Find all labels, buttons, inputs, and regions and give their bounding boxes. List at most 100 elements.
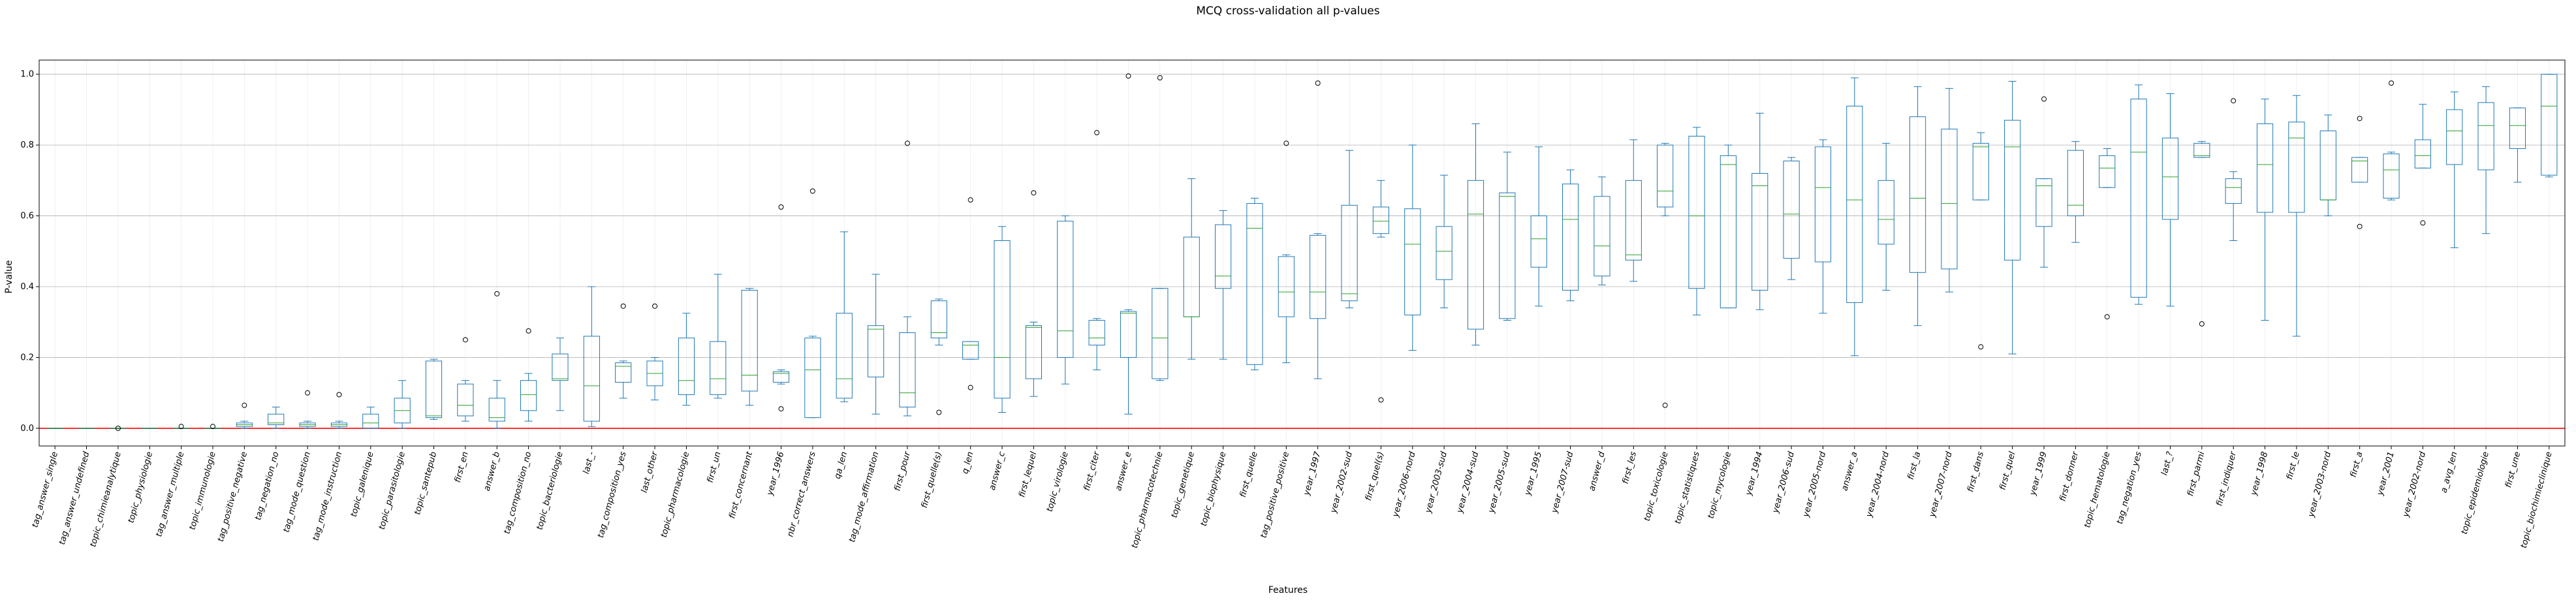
x-tick-label: tag_positive_negative [216, 451, 249, 543]
box-tag_negation_yes [2130, 84, 2147, 305]
box-topic_epidemiologie [2477, 86, 2494, 234]
x-tick-label: topic_biochimieclinique [2519, 451, 2554, 549]
box-layer [46, 73, 2558, 431]
outlier-point [1125, 73, 1131, 79]
x-tick-label: qa_len [833, 451, 850, 480]
outlier-point [2199, 321, 2205, 326]
iqr-box [488, 398, 505, 422]
iqr-box [1814, 146, 1832, 262]
x-tick-label: year_2004-nord [1864, 450, 1892, 518]
box-year_2002-nord [2414, 104, 2431, 226]
box-year_2004-sud [1467, 123, 1484, 345]
box-year_2005-nord [1814, 139, 1832, 314]
x-tick-label: topic_pharmacologie [659, 451, 692, 539]
box-year_1994 [1751, 112, 1768, 310]
x-tick-label: year_2002-sud [1328, 450, 1355, 515]
box-answer_c [994, 226, 1011, 413]
outlier-point [967, 385, 973, 390]
box-year_2004-nord [1877, 142, 1894, 291]
iqr-box [425, 360, 443, 419]
outlier-point [652, 303, 658, 309]
iqr-box [1720, 155, 1736, 309]
x-tick-label: first_donner [2058, 450, 2081, 503]
x-tick-label: last_? [2160, 451, 2175, 477]
outlier-point [305, 390, 311, 396]
iqr-box [2161, 137, 2179, 220]
iqr-box [1215, 224, 1232, 289]
box-topic_santepub [425, 358, 443, 420]
x-tick-label: first_en [453, 451, 471, 484]
x-tick-label: topic_toxicologie [1642, 451, 1671, 522]
x-tick-label: first_une [2504, 451, 2522, 489]
x-tick-label: topic_bacteriologie [535, 451, 565, 531]
iqr-box [520, 380, 537, 411]
box-tag_mode_affirmation [868, 274, 885, 415]
y-tick-layer: 0.0 0.2 0.4 0.6 0.8 1.0 [20, 70, 39, 434]
x-tick-label: tag_negation_yes [2115, 451, 2144, 525]
x-tick-label: first_a [2349, 451, 2365, 479]
x-tick-label: tag_answer_undefined [57, 450, 92, 545]
outlier-point [1315, 80, 1321, 86]
iqr-box [1751, 173, 1768, 291]
iqr-box [772, 371, 790, 383]
box-tag_positive_positive [1278, 140, 1295, 364]
iqr-box [1404, 208, 1421, 315]
iqr-box [1909, 116, 1926, 273]
x-tick-label: tag_answer_multiple [154, 451, 186, 538]
x-tick-label: tag_mode_affirmation [847, 451, 881, 543]
box-tag_answer_single [46, 428, 63, 429]
box-year_1998 [2256, 99, 2274, 321]
iqr-box [1562, 183, 1579, 291]
box-topic_mycologie [1720, 144, 1736, 309]
y-tick-label: 0.8 [20, 140, 34, 150]
iqr-box [1152, 288, 1169, 379]
outlier-point [809, 188, 815, 194]
x-tick-label: answer_b [482, 451, 502, 492]
iqr-box [678, 338, 695, 395]
x-tick-label: first_le [2285, 451, 2302, 481]
x-tick-label: first_un [706, 451, 723, 484]
box-topic_immunologie [204, 424, 221, 430]
box-topic_virologie [1057, 215, 1074, 385]
box-year_1995 [1530, 146, 1547, 307]
iqr-box [1530, 215, 1547, 268]
iqr-box [2414, 139, 2431, 168]
iqr-box [2067, 150, 2084, 217]
iqr-box [1972, 142, 1989, 200]
x-tick-label: tag_composition_yes [596, 451, 629, 539]
iqr-box [2099, 155, 2116, 188]
x-tick-label: first_concernant [727, 450, 755, 520]
plot-frame [39, 59, 2566, 447]
x-tick-label: first_dans [1966, 451, 1986, 493]
iqr-box [1341, 204, 1358, 302]
iqr-box [2477, 102, 2494, 170]
box-tag_mode_question [299, 390, 316, 429]
iqr-box [1120, 311, 1137, 358]
box-last_- [583, 286, 600, 427]
x-tick-label: topic_hematologie [2082, 451, 2113, 529]
x-tick-label: last_other [640, 450, 661, 494]
x-tick-label: topic_genetique [1170, 451, 1197, 519]
iqr-box [1688, 136, 1705, 289]
x-axis-label: Features [1268, 585, 1308, 596]
iqr-box [1594, 196, 1610, 277]
x-tick-label: topic_pharmacotechnie [1130, 451, 1165, 549]
outlier-point [2104, 314, 2110, 320]
x-tick-label: first_indiquer [2214, 450, 2238, 507]
box-year_2005-sud [1499, 151, 1516, 321]
outlier-point [1157, 75, 1163, 81]
x-tick-label: year_2005-sud [1486, 450, 1513, 515]
box-first_quel(s) [1372, 180, 1389, 403]
box-first_donner [2067, 141, 2084, 243]
iqr-box [2383, 153, 2400, 199]
box-topic_galenique [362, 406, 379, 429]
x-tick-label: answer_c [988, 451, 1007, 491]
box-answer_d [1594, 176, 1610, 285]
outlier-point [242, 402, 247, 408]
box-nbr_correct_answers [804, 188, 821, 419]
outlier-point [904, 140, 910, 146]
outlier-point [936, 409, 942, 415]
box-first_parmi [2193, 141, 2210, 326]
x-tick-label: tag_negation_no [253, 451, 281, 521]
box-first_lequel [1025, 190, 1043, 397]
